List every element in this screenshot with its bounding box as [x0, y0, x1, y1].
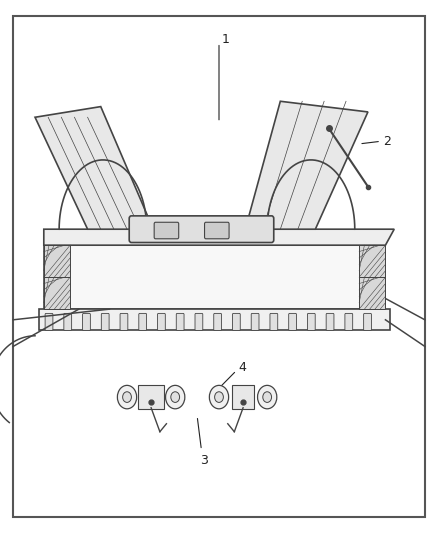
FancyBboxPatch shape	[158, 313, 165, 330]
FancyBboxPatch shape	[44, 245, 70, 277]
FancyBboxPatch shape	[129, 216, 274, 243]
Circle shape	[258, 385, 277, 409]
Polygon shape	[39, 309, 390, 330]
FancyBboxPatch shape	[233, 313, 240, 330]
FancyBboxPatch shape	[176, 313, 184, 330]
Text: 3: 3	[200, 454, 208, 467]
Circle shape	[123, 392, 131, 402]
FancyBboxPatch shape	[13, 16, 425, 517]
FancyBboxPatch shape	[101, 313, 109, 330]
FancyBboxPatch shape	[138, 385, 164, 409]
Circle shape	[166, 385, 185, 409]
Text: 1: 1	[221, 34, 229, 46]
FancyBboxPatch shape	[154, 222, 179, 239]
Circle shape	[171, 392, 180, 402]
FancyBboxPatch shape	[345, 313, 353, 330]
Polygon shape	[44, 229, 394, 245]
FancyBboxPatch shape	[45, 313, 53, 330]
FancyBboxPatch shape	[120, 313, 128, 330]
FancyBboxPatch shape	[44, 277, 70, 309]
Polygon shape	[35, 107, 153, 229]
FancyBboxPatch shape	[44, 245, 385, 309]
FancyBboxPatch shape	[232, 385, 254, 409]
Polygon shape	[245, 101, 368, 229]
FancyBboxPatch shape	[289, 313, 297, 330]
FancyBboxPatch shape	[326, 313, 334, 330]
FancyBboxPatch shape	[205, 222, 229, 239]
FancyBboxPatch shape	[214, 313, 222, 330]
Text: 4: 4	[239, 361, 247, 374]
FancyBboxPatch shape	[139, 313, 147, 330]
FancyBboxPatch shape	[195, 313, 203, 330]
Circle shape	[215, 392, 223, 402]
FancyBboxPatch shape	[364, 313, 371, 330]
FancyBboxPatch shape	[307, 313, 315, 330]
Circle shape	[209, 385, 229, 409]
Text: 2: 2	[383, 135, 391, 148]
Circle shape	[263, 392, 272, 402]
FancyBboxPatch shape	[270, 313, 278, 330]
FancyBboxPatch shape	[359, 245, 385, 277]
FancyBboxPatch shape	[359, 277, 385, 309]
Circle shape	[117, 385, 137, 409]
FancyBboxPatch shape	[251, 313, 259, 330]
FancyBboxPatch shape	[83, 313, 90, 330]
FancyBboxPatch shape	[64, 313, 72, 330]
